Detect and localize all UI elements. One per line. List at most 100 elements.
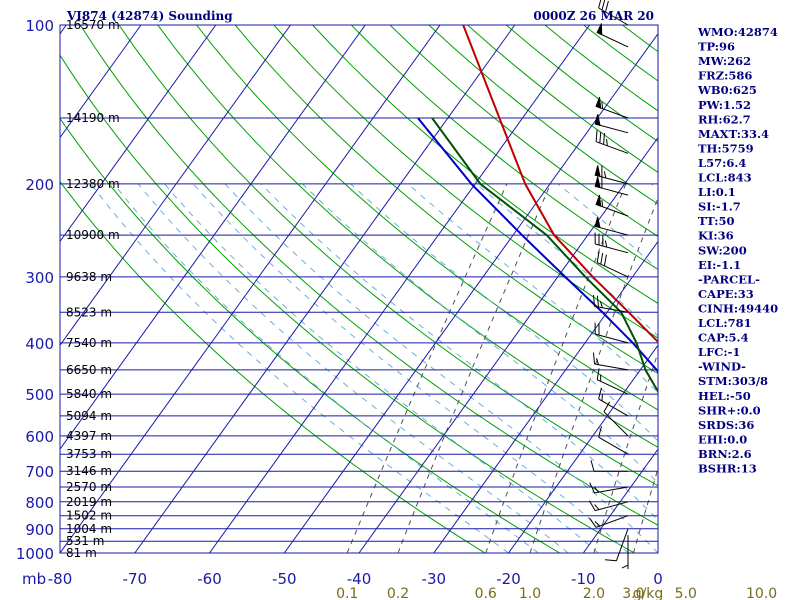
height-tick-label: 16570 m [66,18,120,32]
moist-adiabat [475,183,658,337]
wind-barb-feather [606,139,608,146]
index-entry: LI:0.1 [698,185,736,199]
isotherm [358,136,658,553]
wind-barb-feather [589,482,595,494]
isotherm [508,344,658,553]
wind-barb-feather [600,301,603,308]
mixing-ratio-label: 2.0 [583,586,605,600]
index-entry: SW:200 [698,243,747,257]
moist-adiabat [224,183,658,553]
wind-barb-feather [590,460,595,472]
wind-barb-feather [600,252,604,265]
wind-barb-feather [601,102,604,109]
index-entry: SHR+:0.0 [698,403,761,417]
height-tick-label: 2570 m [66,480,112,494]
wind-barb-feather [589,517,597,528]
wind-barb-feather [594,486,599,493]
wind-barb-feather [588,500,596,511]
wind-barb [595,96,629,119]
wind-barb-feather [603,401,611,413]
wind-barb-staff [595,123,629,134]
wind-barb-feather [598,426,602,438]
pressure-tick-label: 200 [25,176,54,194]
mixing-ratio-label: 0.6 [475,586,497,600]
wind-barb [594,165,629,185]
mixing-ratio-label: 1.0 [519,586,541,600]
index-entry: BSHR:13 [698,462,757,476]
index-entry: CAPE:33 [698,287,754,301]
index-entry: TH:5759 [698,141,754,155]
height-tick-label: 531 m [66,534,104,548]
wind-barb [598,426,629,455]
index-entry: LFC:-1 [698,345,740,359]
wind-barb-feather [603,171,607,179]
temperature-tick-label: -40 [347,570,372,588]
wind-barb-staff [595,515,629,528]
wind-barb-feather [604,559,617,562]
wind-barb [596,23,629,48]
wind-barb [604,528,629,562]
wind-barb [596,251,629,278]
wind-barb-feather [599,131,602,144]
pressure-tick-label: 500 [25,386,54,404]
mixing-ratio-label: 0.2 [387,586,409,600]
moist-adiabat [350,183,658,442]
moist-adiabat [164,183,599,553]
height-tick-label: 1502 m [66,509,112,523]
index-entry: LCL:843 [698,171,752,185]
wind-barb-staff [596,262,629,278]
pressure-tick-label: 800 [25,494,54,512]
wind-barb-feather [598,0,602,9]
index-entry: STM:303/8 [698,374,768,388]
index-entry: L57:6.4 [698,156,746,170]
pressure-tick-label: 600 [25,428,54,446]
pressure-tick-label: 400 [25,335,54,353]
index-entry: WB0:625 [697,83,757,97]
height-tick-label: 6650 m [66,363,112,377]
temperature-tick-label: 0 [653,570,663,588]
dry-adiabat [583,25,658,82]
wind-barb-feather [601,0,606,11]
isotherm [209,25,590,553]
temperature-tick-label: -50 [272,570,297,588]
moist-adiabat [407,183,658,394]
index-entry: CAP:5.4 [698,331,749,345]
isotherm [433,240,658,553]
index-entry: SRDS:36 [698,418,754,432]
profile-line-0 [462,25,658,344]
wind-barb-feather [605,0,609,13]
isotherm [60,25,291,347]
wind-barb [588,500,629,512]
dry-adiabat [60,54,635,553]
index-entry: WMO:42874 [697,25,778,39]
wind-barb [595,194,629,217]
wind-barb [594,176,629,196]
index-entry: KI:36 [698,229,734,243]
wind-barb-feather [594,504,600,510]
wind-barb-feather [601,200,604,207]
wind-barb-staff [595,203,629,217]
wind-barb-feather [598,387,602,400]
isotherm [60,25,366,450]
height-tick-label: 12380 m [66,177,120,191]
height-tick-label: 7540 m [66,336,112,350]
index-entry: RH:62.7 [698,112,751,126]
height-tick-label: 9638 m [66,270,112,284]
wind-barb-pennant [595,96,602,109]
wind-barb-staff [595,185,629,196]
mixing-ratio-line [632,466,658,553]
wind-barb-staff [595,243,629,254]
index-entry: FRZ:586 [698,69,752,83]
moist-adiabat [557,183,658,271]
wind-barb-feather [596,358,599,365]
wind-barb [621,535,629,570]
mixing-ratio-label: 3.0 [622,586,644,600]
index-entry: MW:262 [698,54,751,68]
grid-layer [59,24,659,554]
wind-barb-staff [615,528,629,561]
wind-barb-staff [594,363,629,371]
wind-barb-feather [594,521,601,527]
axis-labels: 100 200 300 400 500 600 700 800 900 1000 16570 m 14… [16,17,777,600]
index-entry: TT:50 [698,214,735,228]
